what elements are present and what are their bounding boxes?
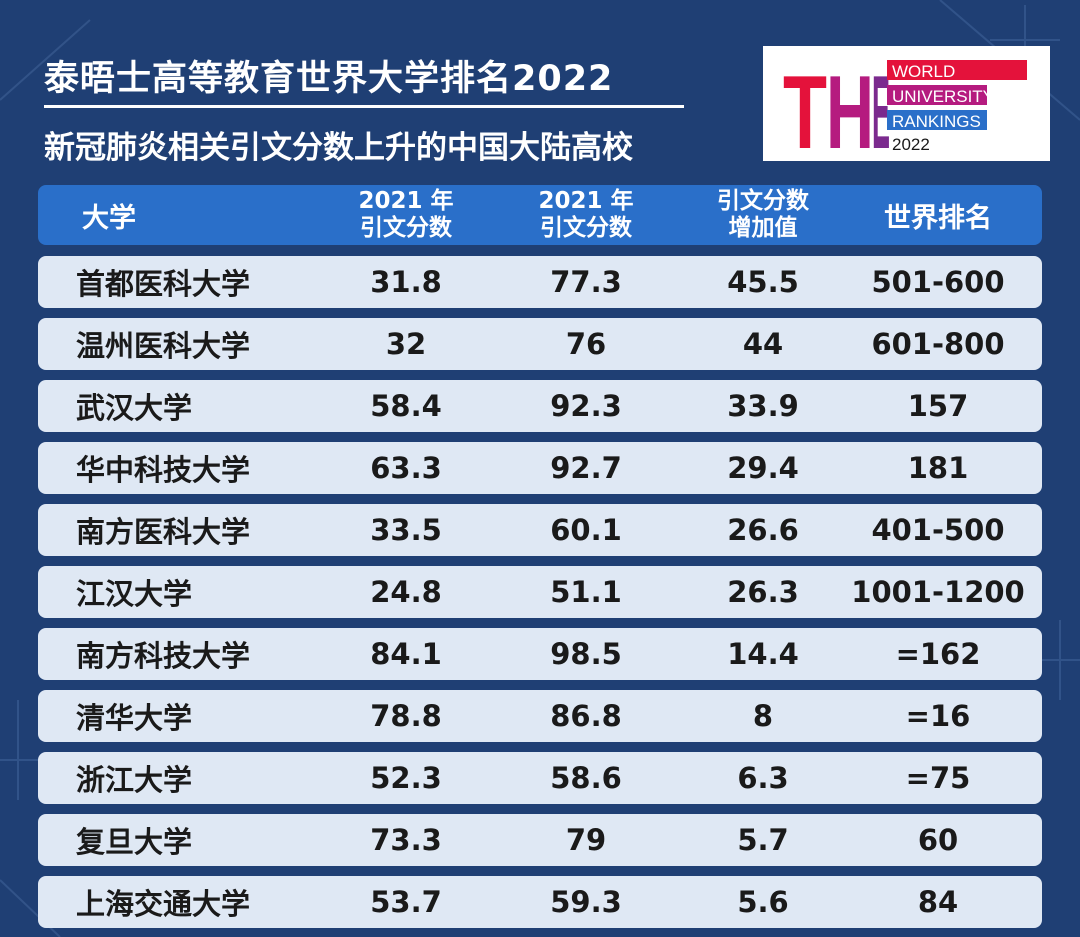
row-score-2021-a: 78.8 — [370, 699, 442, 733]
header-score-2021-a-line2: 引文分数 — [360, 215, 452, 241]
row-score-increase: 29.4 — [727, 451, 799, 485]
row-score-increase: 26.6 — [727, 513, 799, 547]
row-score-increase: 14.4 — [727, 637, 799, 671]
row-score-2021-a: 31.8 — [370, 265, 442, 299]
row-university: 上海交通大学 — [76, 887, 251, 921]
row-score-increase: 26.3 — [727, 575, 799, 609]
row-score-2021-b: 92.3 — [550, 389, 622, 423]
row-university: 华中科技大学 — [76, 453, 251, 487]
row-score-increase: 8 — [752, 699, 774, 733]
header-score-increase-line1: 引文分数 — [717, 188, 809, 214]
row-world-rank: 157 — [907, 389, 969, 423]
row-score-2021-b: 76 — [565, 327, 607, 361]
table-row: 上海交通大学 53.7 59.3 5.6 84 — [38, 876, 1042, 928]
row-score-2021-b: 51.1 — [550, 575, 622, 609]
logo-letter-h: H — [826, 55, 874, 161]
title-divider — [44, 105, 684, 108]
header-score-increase-line2: 增加值 — [728, 215, 798, 241]
logo-bar-university — [887, 85, 987, 105]
row-score-2021-b: 86.8 — [550, 699, 622, 733]
row-score-2021-b: 77.3 — [550, 265, 622, 299]
row-world-rank: =16 — [905, 699, 971, 733]
row-score-2021-a: 73.3 — [370, 823, 442, 857]
header-score-2021-a-line1: 2021 年 — [358, 188, 454, 214]
page-title: 泰晤士高等教育世界大学排名2022 — [44, 59, 614, 99]
row-score-increase: 44 — [742, 327, 784, 361]
logo-line-year: 2022 — [892, 135, 930, 154]
row-score-2021-a: 63.3 — [370, 451, 442, 485]
row-university: 武汉大学 — [76, 391, 193, 425]
row-world-rank: 501-600 — [871, 265, 1005, 299]
logo-letter-t: T — [783, 55, 827, 161]
row-score-2021-a: 33.5 — [370, 513, 442, 547]
header-score-2021-b-line2: 引文分数 — [540, 215, 632, 241]
table-row: 温州医科大学 32 76 44 601-800 — [38, 318, 1042, 370]
table-row: 清华大学 78.8 86.8 8 =16 — [38, 690, 1042, 742]
row-score-increase: 5.7 — [737, 823, 789, 857]
header-score-2021-b: 2021 年 引文分数 — [506, 185, 666, 245]
table-row: 华中科技大学 63.3 92.7 29.4 181 — [38, 442, 1042, 494]
row-university: 清华大学 — [76, 701, 193, 735]
table-row: 南方医科大学 33.5 60.1 26.6 401-500 — [38, 504, 1042, 556]
row-university: 首都医科大学 — [76, 267, 251, 301]
row-university: 南方科技大学 — [76, 639, 251, 673]
row-world-rank: 60 — [917, 823, 959, 857]
row-world-rank: =75 — [905, 761, 971, 795]
header-score-2021-a: 2021 年 引文分数 — [326, 185, 486, 245]
row-world-rank: 84 — [917, 885, 959, 919]
row-world-rank: 401-500 — [871, 513, 1005, 547]
row-score-2021-b: 79 — [565, 823, 607, 857]
row-university: 江汉大学 — [76, 577, 193, 611]
row-score-2021-a: 24.8 — [370, 575, 442, 609]
table-row: 南方科技大学 84.1 98.5 14.4 =162 — [38, 628, 1042, 680]
table-row: 浙江大学 52.3 58.6 6.3 =75 — [38, 752, 1042, 804]
row-score-2021-b: 92.7 — [550, 451, 622, 485]
logo-bar-world — [887, 60, 1027, 80]
row-score-2021-b: 58.6 — [550, 761, 622, 795]
row-world-rank: =162 — [895, 637, 981, 671]
row-score-increase: 45.5 — [727, 265, 799, 299]
row-score-2021-a: 53.7 — [370, 885, 442, 919]
logo-letter-e: E — [872, 55, 890, 161]
row-score-2021-b: 98.5 — [550, 637, 622, 671]
table-row: 复旦大学 73.3 79 5.7 60 — [38, 814, 1042, 866]
logo-line-rankings: RANKINGS — [892, 112, 981, 131]
row-score-increase: 5.6 — [737, 885, 789, 919]
row-world-rank: 181 — [907, 451, 969, 485]
row-score-2021-a: 84.1 — [370, 637, 442, 671]
row-score-2021-a: 52.3 — [370, 761, 442, 795]
row-university: 南方医科大学 — [76, 515, 251, 549]
row-score-2021-a: 32 — [385, 327, 427, 361]
row-world-rank: 1001-1200 — [851, 575, 1025, 609]
row-score-increase: 6.3 — [737, 761, 789, 795]
logo-bar-rankings — [887, 110, 987, 130]
row-university: 浙江大学 — [76, 763, 193, 797]
the-rankings-logo: T H E WORLD UNIVERSITY RANKINGS 2022 — [763, 46, 1050, 161]
table-row: 江汉大学 24.8 51.1 26.3 1001-1200 — [38, 566, 1042, 618]
logo-line-world: WORLD — [892, 62, 955, 81]
row-university: 复旦大学 — [76, 825, 193, 859]
row-score-increase: 33.9 — [727, 389, 799, 423]
page-subtitle: 新冠肺炎相关引文分数上升的中国大陆高校 — [44, 130, 633, 166]
table-row: 首都医科大学 31.8 77.3 45.5 501-600 — [38, 256, 1042, 308]
row-world-rank: 601-800 — [871, 327, 1005, 361]
header-university: 大学 — [82, 202, 136, 234]
logo-line-university: UNIVERSITY — [892, 87, 994, 106]
table-row: 武汉大学 58.4 92.3 33.9 157 — [38, 380, 1042, 432]
row-university: 温州医科大学 — [76, 329, 251, 363]
header-score-2021-b-line1: 2021 年 — [538, 188, 634, 214]
row-score-2021-b: 60.1 — [550, 513, 622, 547]
header-world-rank: 世界排名 — [884, 202, 992, 234]
row-score-2021-b: 59.3 — [550, 885, 622, 919]
table-header-row: 大学 2021 年 引文分数 2021 年 引文分数 引文分数 增加值 世界排名 — [38, 185, 1042, 245]
header-score-increase: 引文分数 增加值 — [683, 185, 843, 245]
row-score-2021-a: 58.4 — [370, 389, 442, 423]
